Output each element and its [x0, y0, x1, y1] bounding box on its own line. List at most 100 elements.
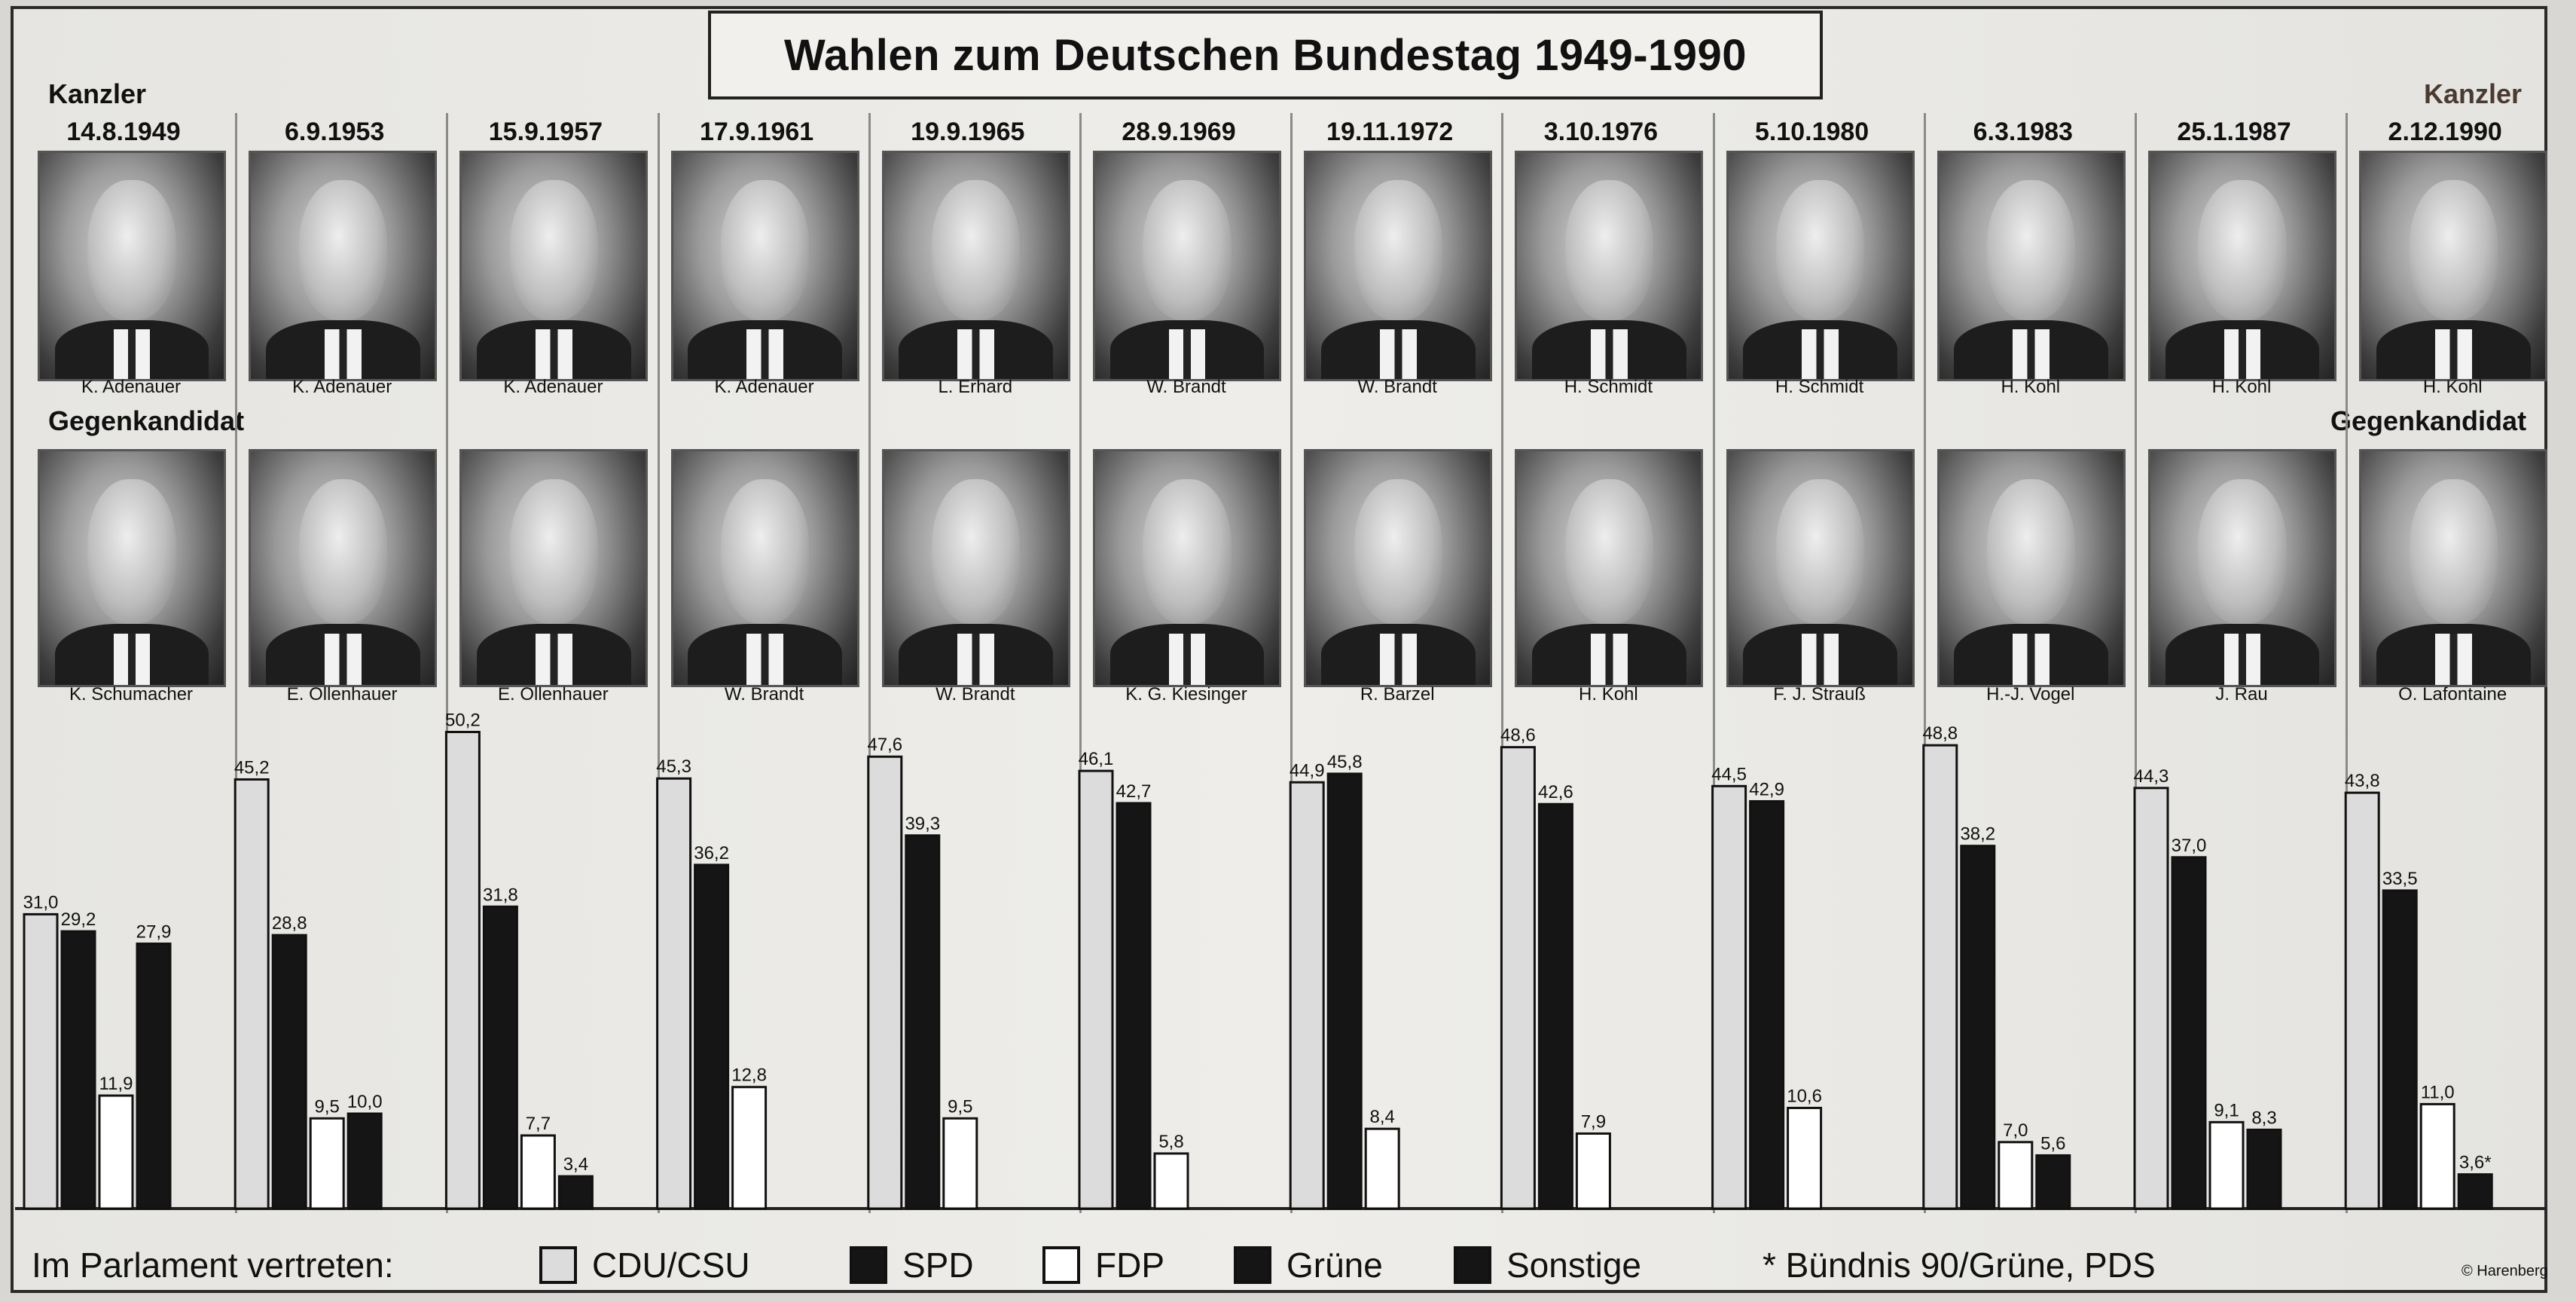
- bar-value-label: 38,2: [1960, 824, 1995, 845]
- election-date: 19.11.1972: [1326, 118, 1454, 146]
- bar-cducsu: [1289, 781, 1325, 1210]
- bar-value-label: 8,4: [1370, 1107, 1395, 1127]
- column-separator: [235, 113, 238, 1213]
- legend-label: Sonstige: [1506, 1245, 1642, 1285]
- portrait-tie-icon: [1802, 329, 1839, 379]
- column-separator: [1290, 113, 1293, 1213]
- gegenkandidat-photo: [38, 449, 226, 687]
- election-date: 17.9.1961: [699, 118, 814, 146]
- bar-grne: [2035, 1154, 2071, 1210]
- portrait-face-icon: [2198, 479, 2287, 625]
- portrait-face-icon: [1564, 180, 1653, 320]
- portrait-tie-icon: [324, 329, 362, 379]
- portrait-tie-icon: [2013, 329, 2050, 379]
- portrait-face-icon: [932, 180, 1021, 320]
- election-date: 15.9.1957: [488, 118, 603, 146]
- portrait-face-icon: [1354, 180, 1442, 320]
- legend-label: FDP: [1095, 1245, 1164, 1285]
- bar-spd: [271, 934, 307, 1210]
- bar-value-label: 36,2: [694, 843, 729, 863]
- column-separator: [1501, 113, 1504, 1213]
- portrait-tie-icon: [2013, 633, 2050, 685]
- portrait-face-icon: [2198, 180, 2287, 320]
- portrait-tie-icon: [1379, 633, 1417, 685]
- kanzler-photo: [2359, 151, 2548, 381]
- legend-label: CDU/CSU: [592, 1245, 750, 1285]
- bar-value-label: 31,8: [483, 885, 518, 905]
- gegenkandidat-name: R. Barzel: [1360, 684, 1435, 704]
- bar-value-label: 11,0: [2421, 1082, 2455, 1102]
- bar-fdp: [1364, 1127, 1400, 1210]
- kanzler-photo: [1093, 151, 1281, 381]
- bar-fdp: [1153, 1152, 1189, 1210]
- portrait-face-icon: [87, 479, 176, 625]
- portrait-tie-icon: [2434, 633, 2472, 685]
- gegenkandidat-photo: [881, 449, 1070, 687]
- bar-value-label: 3,6*: [2459, 1153, 2492, 1173]
- column-separator: [1079, 113, 1082, 1213]
- bar-grne: [2246, 1128, 2282, 1210]
- portrait-face-icon: [1143, 479, 1232, 625]
- kanzler-name: K. Adenauer: [81, 377, 182, 397]
- bar-fdp: [2208, 1120, 2245, 1210]
- legend-footnote: * Bündnis 90/Grüne, PDS: [1763, 1245, 2156, 1285]
- portrait-tie-icon: [113, 633, 151, 685]
- portrait-face-icon: [1776, 479, 1865, 625]
- gegenkandidat-photo: [1726, 449, 1915, 687]
- bar-value-label: 7,7: [526, 1114, 551, 1134]
- portrait-face-icon: [2409, 180, 2498, 320]
- gegenkandidat-name: E. Ollenhauer: [498, 684, 609, 704]
- bar-cducsu: [2133, 787, 2169, 1210]
- bar-fdp: [2419, 1102, 2455, 1210]
- bar-fdp: [942, 1117, 978, 1210]
- bar-value-label: 48,6: [1500, 726, 1536, 746]
- portrait-tie-icon: [2223, 633, 2261, 685]
- bar-value-label: 9,5: [315, 1096, 340, 1117]
- portrait-face-icon: [721, 479, 810, 625]
- election-date: 3.10.1976: [1543, 118, 1659, 146]
- bar-sonstige: [136, 942, 172, 1210]
- kanzler-photo: [38, 151, 226, 381]
- gegenkandidat-name: H.-J. Vogel: [1986, 684, 2075, 704]
- gegenkandidat-photo: [1515, 449, 1704, 687]
- gegenkandidat-photo: [670, 449, 859, 687]
- bar-spd: [905, 834, 941, 1210]
- portrait-face-icon: [509, 180, 598, 320]
- bar-spd: [1749, 799, 1785, 1210]
- election-date: 19.9.1965: [911, 118, 1025, 146]
- portrait-face-icon: [298, 479, 387, 625]
- bar-cducsu: [1922, 744, 1958, 1210]
- bar-value-label: 7,0: [2003, 1120, 2028, 1141]
- bar-value-label: 33,5: [2382, 869, 2418, 889]
- bar-fdp: [98, 1094, 134, 1210]
- bar-value-label: 45,8: [1327, 752, 1363, 772]
- portrait-face-icon: [1354, 479, 1442, 625]
- bar-sonstige: [346, 1112, 383, 1210]
- kanzler-name: K. Adenauer: [503, 377, 603, 397]
- bar-cducsu: [1711, 784, 1747, 1210]
- kanzler-photo: [249, 151, 438, 381]
- bar-cducsu: [656, 777, 692, 1210]
- kanzler-label-right: Kanzler: [2424, 78, 2523, 109]
- bar-value-label: 42,6: [1538, 782, 1573, 802]
- bar-value-label: 50,2: [445, 710, 481, 730]
- gegenkandidat-photo: [1937, 449, 2126, 687]
- bar-cducsu: [1078, 769, 1114, 1210]
- portrait-face-icon: [509, 479, 598, 625]
- kanzler-name: H. Kohl: [2001, 377, 2061, 397]
- gegenkandidat-name: O. Lafontaine: [2398, 684, 2507, 704]
- gegenkandidat-photo: [2359, 449, 2548, 687]
- kanzler-photo: [1515, 151, 1704, 381]
- portrait-tie-icon: [1168, 329, 1206, 379]
- kanzler-label-left: Kanzler: [48, 78, 147, 109]
- gegenkandidat-label-right: Gegenkandidat: [2330, 405, 2527, 436]
- bar-value-label: 37,0: [2172, 836, 2207, 856]
- kanzler-name: K. Adenauer: [714, 377, 814, 397]
- kanzler-name: H. Kohl: [2211, 377, 2272, 397]
- kanzler-photo: [670, 151, 859, 381]
- bar-spd: [482, 905, 518, 1210]
- kanzler-name: H. Schmidt: [1564, 377, 1653, 397]
- portrait-face-icon: [721, 180, 810, 320]
- bar-value-label: 11,9: [99, 1074, 133, 1094]
- gegenkandidat-name: J. Rau: [2215, 684, 2268, 704]
